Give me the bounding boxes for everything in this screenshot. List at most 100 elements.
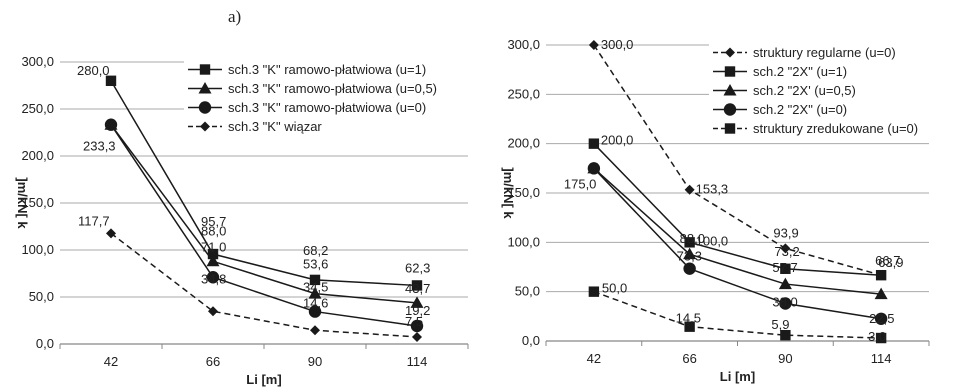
- data-point: [208, 306, 218, 317]
- data-point: [874, 312, 888, 325]
- x-axis-title: Li [m]: [246, 372, 281, 387]
- data-label: 50,0: [602, 281, 627, 296]
- data-point: [684, 237, 695, 248]
- x-tick-label: 66: [682, 351, 696, 366]
- chart-left: 0,0 50,0 100,0 150,0 200,0 250,0 300,0 42 66 90 11…: [15, 54, 476, 387]
- data-label: 43,7: [405, 281, 430, 296]
- x-tick-label: 114: [407, 354, 428, 369]
- data-point: [309, 274, 321, 286]
- data-point: [207, 248, 219, 260]
- y-tick-label: 200,0: [21, 148, 54, 163]
- series-line: [593, 167, 882, 320]
- y-tick-label: 150,0: [21, 195, 54, 210]
- x-tick-label: 66: [206, 354, 220, 369]
- data-label: 300,0: [601, 37, 634, 52]
- series-line: [593, 44, 882, 276]
- panel-label: a): [228, 7, 241, 26]
- series-line: [593, 290, 882, 339]
- legend-marker: [200, 121, 210, 132]
- legend-label: sch.2 "2X" (u=0): [753, 102, 847, 117]
- data-point: [411, 280, 423, 291]
- data-label: 14,6: [303, 295, 328, 310]
- data-label: 73,3: [677, 249, 702, 264]
- data-label: 100,0: [696, 233, 729, 248]
- legend-label: sch.2 "2X' (u=0,5): [753, 83, 856, 98]
- data-point: [206, 271, 220, 284]
- data-point: [588, 286, 600, 297]
- y-tick-label: 300,0: [21, 54, 54, 69]
- legend-marker: [725, 47, 735, 58]
- legend-marker: [198, 101, 212, 114]
- y-tick-label: 50,0: [29, 289, 54, 304]
- data-label: 66,7: [875, 253, 900, 268]
- data-label: 5,9: [771, 317, 789, 332]
- y-tick-label: 150,0: [507, 185, 540, 200]
- data-point: [780, 263, 791, 274]
- data-point: [780, 329, 791, 341]
- data-label: 34,5: [303, 280, 328, 295]
- data-label: 117,7: [78, 213, 110, 228]
- data-label: 233,3: [83, 139, 116, 154]
- legend-marker: [199, 64, 211, 75]
- data-point: [684, 321, 695, 332]
- data-point: [683, 262, 696, 275]
- legend-label: sch.3 "K" wiązar: [228, 119, 322, 134]
- data-point: [104, 118, 118, 131]
- legend-label: sch.3 "K" ramowo-płatwiowa (u=0): [228, 100, 426, 115]
- series-line: [110, 232, 418, 338]
- data-label: 88,0: [201, 223, 226, 238]
- legend-marker: [198, 82, 212, 94]
- data-label: 3,0: [868, 329, 886, 344]
- data-label: 200,0: [601, 133, 634, 148]
- data-point: [683, 247, 697, 260]
- data-point: [206, 254, 220, 267]
- legend-box: [184, 58, 476, 138]
- x-tick-label: 42: [587, 351, 601, 366]
- data-point: [308, 305, 322, 318]
- data-point: [684, 184, 695, 195]
- y-tick-label: 50,0: [515, 284, 540, 299]
- legend-label: sch.3 "K" ramowo-płatwiowa (u=1): [228, 62, 426, 77]
- data-point: [780, 243, 791, 254]
- y-tick-label: 250,0: [21, 101, 54, 116]
- data-label: 62,3: [405, 260, 430, 275]
- y-tick-label: 100,0: [507, 234, 540, 249]
- x-tick-label: 90: [778, 351, 792, 366]
- data-point: [779, 297, 792, 310]
- series-line: [110, 80, 418, 287]
- data-point: [310, 325, 320, 336]
- data-point: [778, 277, 792, 290]
- y-tick-label: 100,0: [21, 242, 54, 257]
- data-label: 34,8: [201, 271, 226, 286]
- data-label: 19,2: [405, 303, 430, 318]
- legend-marker: [723, 84, 737, 96]
- legend-marker: [724, 66, 736, 77]
- x-tick-label: 90: [308, 354, 322, 369]
- data-label: 38,0: [772, 295, 797, 310]
- data-label: 71,0: [201, 239, 226, 254]
- data-point: [874, 287, 888, 300]
- y-tick-label: 0,0: [522, 333, 540, 348]
- series-line: [593, 167, 882, 295]
- x-tick-label: 42: [104, 354, 118, 369]
- data-point: [412, 331, 422, 342]
- legend-marker: [724, 123, 736, 134]
- y-axis-title: ]m/kN[ k: [501, 167, 516, 219]
- x-axis-title: Li [m]: [720, 369, 755, 384]
- data-point: [410, 296, 424, 308]
- series-line: [110, 124, 418, 327]
- data-label: 68,2: [303, 243, 328, 258]
- data-point: [308, 287, 322, 299]
- y-axis-title: ]m/kN[ k: [15, 177, 30, 229]
- data-point: [105, 75, 117, 86]
- data-label: 93,9: [773, 225, 798, 240]
- series-line: [593, 143, 882, 276]
- data-label: 73,2: [774, 244, 799, 259]
- data-label: 22,5: [869, 311, 894, 326]
- data-point: [588, 138, 600, 149]
- chart-right: 0,0 50,0 100,0 150,0 200,0 250,0 300,0 42 66 90 11…: [501, 37, 949, 384]
- data-point: [588, 40, 599, 50]
- data-label: 88,0: [680, 231, 705, 246]
- legend-label: sch.3 "K" ramowo-płatwiowa (u=0,5): [228, 81, 437, 96]
- series-line: [110, 124, 418, 304]
